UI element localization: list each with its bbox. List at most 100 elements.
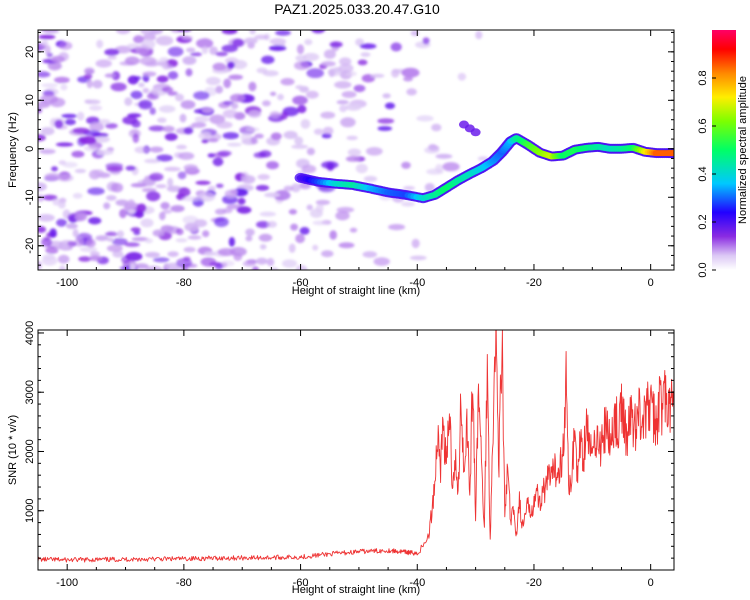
spectrogram-noise-blob — [334, 81, 352, 89]
colorbar-tick-label: 0.0 — [697, 262, 709, 277]
spectrogram-noise-blob — [347, 148, 362, 157]
spectrogram-noise-blob — [357, 59, 368, 66]
spectrogram-noise-blob — [104, 73, 116, 78]
spectrogram-noise-blob — [89, 251, 100, 257]
spectrogram-noise-blob — [253, 152, 267, 159]
spectrogram-noise-blob — [176, 258, 193, 268]
spectrogram-noise-blob — [167, 71, 179, 80]
spectrogram-noise-blob — [38, 134, 46, 142]
spectrogram-noise-blob — [227, 61, 235, 69]
spectrogram-noise-blob — [237, 197, 246, 205]
spectrogram-noise-blob — [51, 166, 58, 172]
spectrogram-noise-blob — [88, 217, 102, 225]
spectrogram-noise-blob — [162, 209, 172, 214]
spectrogram-noise-blob — [110, 182, 124, 193]
spectrogram-noise-blob — [321, 250, 334, 258]
spectrogram-noise-blob — [240, 171, 249, 182]
spectrogram-noise-blob — [156, 61, 169, 66]
spectrogram-noise-blob — [161, 86, 174, 93]
spectrogram-noise-blob — [104, 48, 120, 56]
colorbar-tick-label: 0.6 — [697, 118, 709, 133]
spectrogram-noise-blob — [304, 39, 313, 46]
spectrogram-noise-blob — [209, 46, 218, 55]
spectrogram-noise-blob — [409, 255, 427, 261]
spectrogram-noise-blob — [321, 161, 339, 169]
spectrogram-noise-blob — [57, 174, 74, 182]
spectrogram-noise-blob — [39, 148, 56, 155]
spectrogram-noise-blob — [262, 100, 271, 107]
spectrogram-noise-blob — [295, 233, 305, 244]
spectrogram-noise-blob — [41, 40, 49, 46]
spectrogram-noise-blob — [291, 144, 309, 149]
spectrogram-noise-blob — [85, 99, 101, 105]
spectrogram-noise-blob — [275, 30, 291, 36]
spectrogram-noise-blob — [142, 71, 157, 77]
spectrogram-noise-blob — [297, 105, 307, 114]
spectrogram-noise-blob — [227, 142, 242, 147]
spectrogram-noise-blob — [134, 263, 149, 270]
spectrogram-noise-blob — [256, 221, 270, 229]
spectrogram-noise-blob — [98, 119, 111, 125]
spectrogram-noise-blob — [259, 211, 276, 217]
spectrogram-noise-blob — [269, 111, 281, 119]
snr-x-tick-label: -60 — [293, 577, 309, 589]
spectrogram-noise-blob — [214, 217, 229, 227]
spectrogram-noise-blob — [288, 243, 296, 253]
spectrogram-noise-blob — [84, 69, 95, 74]
spectrogram-noise-blob — [290, 223, 298, 231]
spectrogram-frame — [37, 29, 675, 271]
spectrogram-noise-blob — [214, 208, 227, 215]
spectrogram-noise-blob — [266, 161, 279, 170]
spectrogram-noise-blob — [382, 93, 391, 99]
spectrogram-noise-blob — [117, 230, 125, 238]
spectrogram-noise-blob — [457, 72, 467, 81]
spectrogram-noise-blob — [74, 237, 84, 247]
spectrogram-noise-blob — [313, 128, 324, 135]
spectrogram-noise-blob — [83, 145, 98, 152]
spectrogram-noise-blob — [185, 68, 193, 77]
spectrogram-noise-blob — [373, 257, 390, 266]
spectrogram-noise-blob — [38, 71, 51, 78]
spectrogram-noise-blob — [44, 172, 62, 181]
snr-x-tick-label: -80 — [176, 577, 192, 589]
spectrogram-noise-blob — [89, 105, 103, 111]
spectrogram-y-tick-label: -10 — [24, 189, 36, 205]
spectrogram-noise-blob — [242, 260, 256, 267]
colorbar-ticks: 0.0 0.2 0.4 0.6 0.8 — [697, 70, 716, 278]
spectrogram-noise-blob — [306, 147, 315, 156]
spectrogram-noise-blob — [181, 196, 200, 202]
spectrogram-noise-blob — [51, 55, 65, 63]
spectrogram-noise-blob — [377, 118, 395, 124]
spectrogram-noise-blob — [72, 192, 83, 199]
spectrogram-noise-blob — [312, 220, 327, 226]
spectrogram-noise-blob — [341, 91, 357, 98]
spectrogram-noise-blob — [254, 133, 264, 139]
spectrogram-noise-blob — [146, 191, 161, 202]
spectrogram-noise-blob — [194, 116, 210, 123]
spectrogram-noise-blob — [345, 156, 361, 162]
spectrogram-noise-blob — [155, 35, 174, 46]
spectrogram-noise-blob — [270, 267, 279, 270]
spectrogram-noise-blob — [349, 227, 358, 233]
spectrogram-noise-blob — [62, 161, 78, 168]
spectrogram-noise-blob — [183, 127, 194, 135]
spectrogram-noise-blob — [201, 46, 209, 54]
spectrogram-noise-blob — [162, 125, 175, 133]
spectrogram-noise-blob — [248, 110, 262, 118]
spectrogram-noise-blob — [104, 231, 119, 237]
spectrogram-noise-blob — [250, 136, 258, 145]
spectrogram-noise-blob — [355, 38, 365, 46]
spectrogram-noise-blob — [268, 45, 287, 51]
spectrogram-noise-blob — [127, 208, 136, 214]
spectrogram-noise-blob — [38, 226, 47, 233]
spectrogram-noise-blob — [131, 237, 149, 242]
spectrogram-noise-blob — [96, 39, 104, 49]
spectrogram-x-tick-label: 0 — [648, 277, 654, 289]
spectrogram-noise-blob — [61, 257, 68, 264]
spectrogram-noise-blob — [43, 30, 60, 34]
spectrogram-noise-blob — [167, 177, 174, 188]
spectrogram-noise-blob — [134, 146, 150, 154]
spectrogram-noise-blob — [336, 100, 349, 105]
spectrogram-noise-blob — [38, 34, 56, 40]
